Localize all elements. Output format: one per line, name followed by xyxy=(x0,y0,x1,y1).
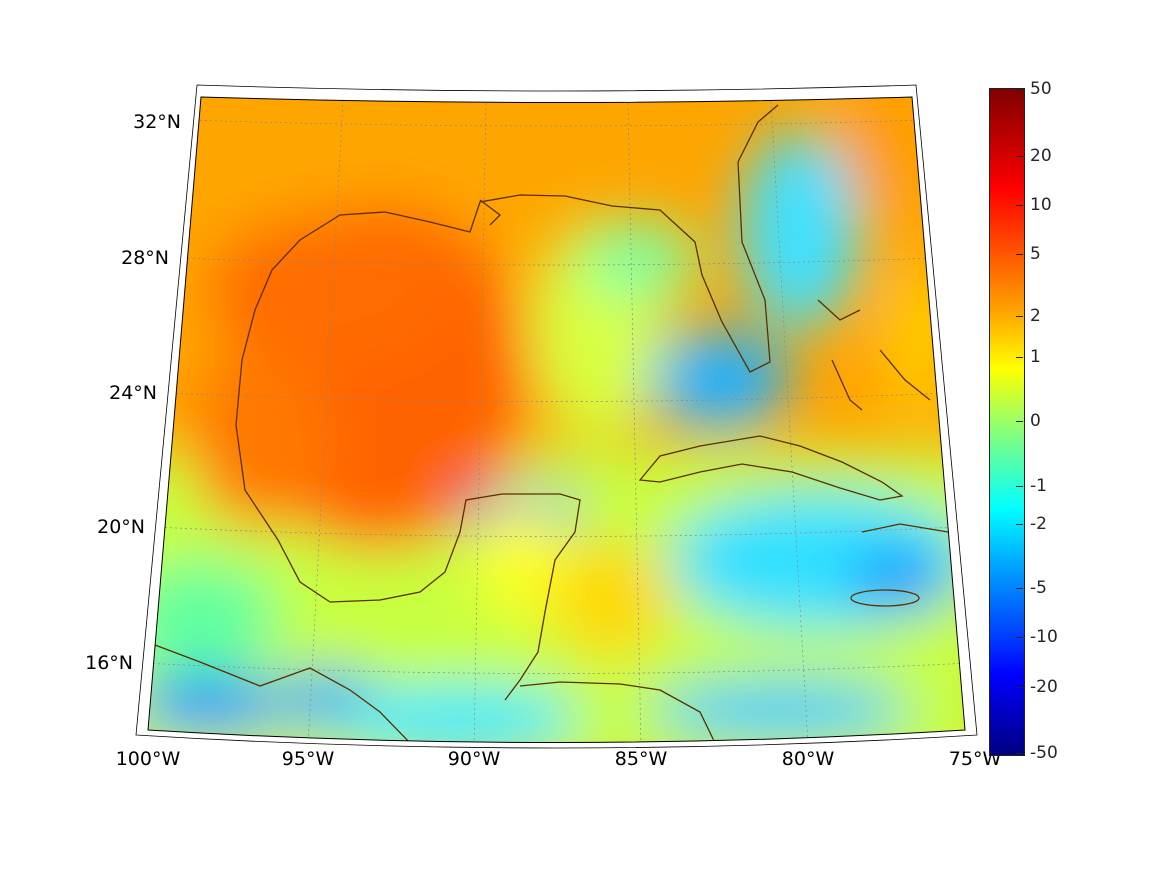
colorbar-tick xyxy=(1016,357,1023,358)
colorbar-tick xyxy=(1016,637,1023,638)
colorbar-tick xyxy=(1016,588,1023,589)
colorbar-tick-label: -2 xyxy=(1030,514,1047,534)
colorbar-tick-label: -50 xyxy=(1030,743,1058,763)
colorbar-tick-label: -10 xyxy=(1030,627,1058,647)
colorbar-tick xyxy=(1016,316,1023,317)
latitude-label: 32°N xyxy=(133,111,181,133)
longitude-label: 80°W xyxy=(781,748,835,770)
colorbar-tick xyxy=(1016,753,1023,754)
colorbar-tick-label: 10 xyxy=(1030,195,1052,215)
colorbar-tick-label: -20 xyxy=(1030,677,1058,697)
longitude-label: 95°W xyxy=(281,748,335,770)
latitude-label: 28°N xyxy=(121,247,169,269)
colorbar-tick-label: 0 xyxy=(1030,411,1041,431)
coastlines xyxy=(154,104,949,743)
graticule xyxy=(148,99,965,743)
data-field xyxy=(148,97,965,743)
colorbar-tick xyxy=(1016,89,1023,90)
colorbar-tick xyxy=(1016,254,1023,255)
colorbar-tick xyxy=(1016,205,1023,206)
map-frame xyxy=(135,84,978,749)
colorbar-tick-label: -1 xyxy=(1030,476,1047,496)
latitude-label: 20°N xyxy=(97,516,145,538)
colorbar-tick-label: 50 xyxy=(1030,79,1052,99)
colorbar-tick-label: -5 xyxy=(1030,578,1047,598)
colorbar-tick xyxy=(1016,687,1023,688)
colorbar-tick xyxy=(1016,421,1023,422)
colorbar xyxy=(989,88,1025,756)
colorbar-tick-label: 1 xyxy=(1030,347,1041,367)
colorbar-tick-label: 2 xyxy=(1030,306,1041,326)
colorbar-tick-label: 20 xyxy=(1030,146,1052,166)
colorbar-tick xyxy=(1016,524,1023,525)
longitude-label: 90°W xyxy=(447,748,501,770)
longitude-label: 100°W xyxy=(115,748,181,770)
latitude-label: 24°N xyxy=(109,382,157,404)
colorbar-tick xyxy=(1016,156,1023,157)
longitude-label: 85°W xyxy=(614,748,668,770)
latitude-label: 16°N xyxy=(85,652,133,674)
longitude-label: 75°W xyxy=(948,748,1002,770)
colorbar-tick-label: 5 xyxy=(1030,244,1041,264)
colorbar-tick xyxy=(1016,486,1023,487)
